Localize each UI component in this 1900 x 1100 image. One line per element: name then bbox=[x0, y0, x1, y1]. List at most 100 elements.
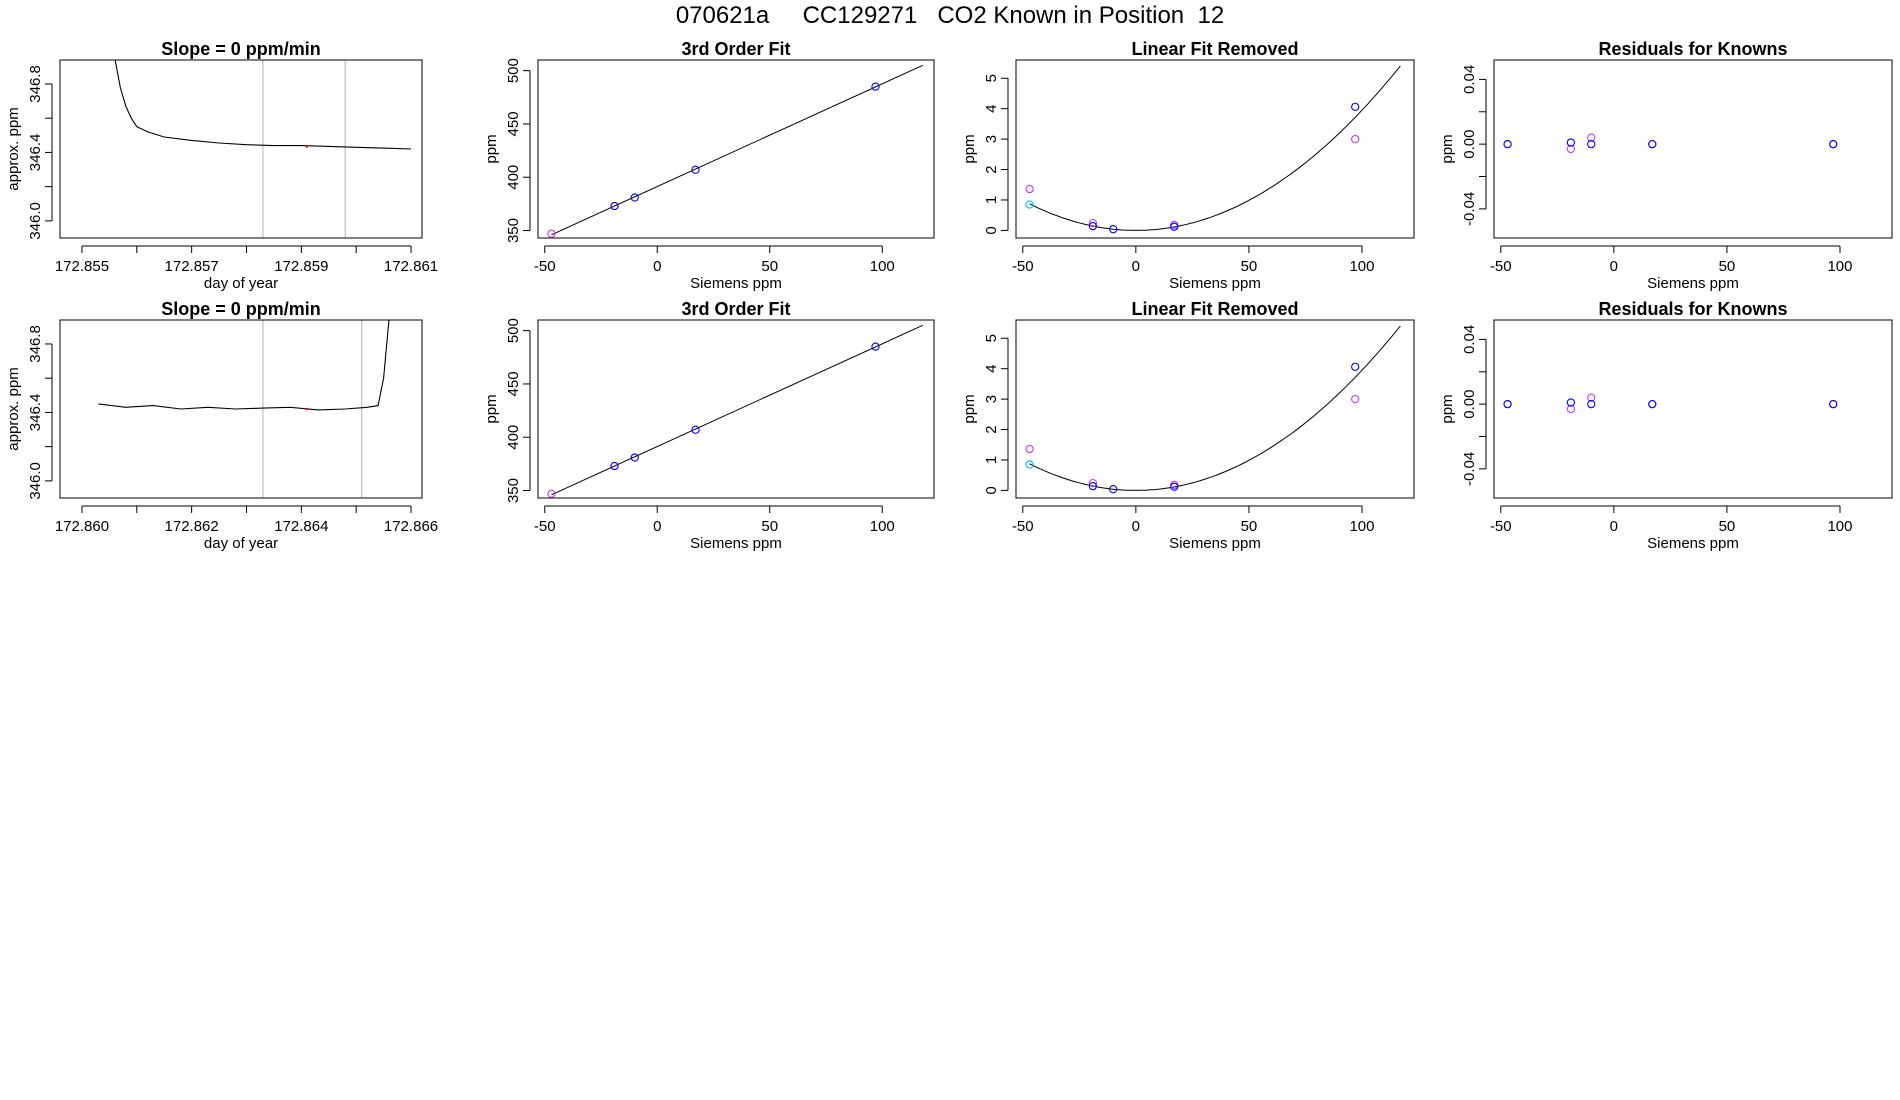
x-axis-label: Siemens ppm bbox=[690, 535, 782, 552]
data-point-blue bbox=[1503, 399, 1512, 409]
trace-line bbox=[98, 320, 390, 411]
data-point-purple bbox=[1025, 444, 1034, 454]
data-point-blue bbox=[691, 165, 700, 174]
panel-title: Slope = 0 ppm/min bbox=[161, 299, 321, 319]
plot-area bbox=[1025, 325, 1401, 494]
x-tick-label: 100 bbox=[1827, 518, 1852, 535]
y-tick-label: 346.4 bbox=[27, 134, 44, 172]
y-tick-label: 450 bbox=[505, 371, 522, 396]
panel-title: Linear Fit Removed bbox=[1131, 299, 1298, 319]
y-tick-label: 346.8 bbox=[27, 65, 44, 103]
data-point-purple bbox=[547, 229, 556, 238]
data-point-purple bbox=[1351, 394, 1360, 404]
data-point-blue bbox=[1503, 139, 1512, 149]
data-point-blue bbox=[630, 193, 639, 202]
plot-frame bbox=[1015, 319, 1415, 499]
y-tick-label: 5 bbox=[983, 334, 1000, 342]
y-axis-label: ppm bbox=[483, 134, 500, 163]
fit-line bbox=[551, 64, 923, 236]
x-tick-label: 0 bbox=[1610, 258, 1618, 275]
y-axis-label: approx. ppm bbox=[5, 107, 22, 190]
x-tick-label: 100 bbox=[1349, 518, 1374, 535]
y-tick-label: 350 bbox=[505, 218, 522, 243]
chart-panel-6: -50 0 50 100 350 400 450 500 3rd Order Fit Siemen… bbox=[483, 299, 935, 552]
y-tick-label: 350 bbox=[505, 478, 522, 503]
data-point-blue bbox=[610, 461, 619, 471]
data-point-blue bbox=[1587, 139, 1596, 149]
data-point-blue bbox=[1351, 362, 1360, 372]
x-axis-label: day of year bbox=[204, 275, 278, 292]
plot-area bbox=[547, 324, 923, 498]
y-tick-label: 346.4 bbox=[27, 394, 44, 432]
y-axis-label: approx. ppm bbox=[5, 367, 22, 450]
x-tick-label: 50 bbox=[761, 518, 778, 535]
x-tick-label: 172.866 bbox=[384, 518, 438, 535]
x-tick-label: 0 bbox=[1610, 518, 1618, 535]
y-tick-label: 3 bbox=[983, 395, 1000, 403]
plot-frame bbox=[537, 319, 935, 499]
x-tick-label: 50 bbox=[1241, 518, 1258, 535]
x-tick-label: 172.862 bbox=[165, 518, 219, 535]
y-tick-label: 0 bbox=[983, 226, 1000, 234]
plot-frame bbox=[1493, 59, 1893, 239]
x-tick-label: 172.859 bbox=[274, 258, 328, 275]
data-point-purple bbox=[1088, 478, 1098, 488]
data-point-purple bbox=[1587, 133, 1596, 142]
y-tick-label: 4 bbox=[983, 365, 1000, 373]
panel-title: Residuals for Knowns bbox=[1598, 39, 1787, 59]
plot-frame bbox=[1015, 59, 1415, 239]
fit-line bbox=[551, 324, 923, 496]
y-tick-label: 346.0 bbox=[27, 462, 44, 500]
chart-panel-3: -50 0 50 100 0 1 2 3 4 5 Linear Fit Removed Siemens… bbox=[961, 39, 1415, 292]
x-tick-label: -50 bbox=[1490, 258, 1512, 275]
plot-area bbox=[1503, 133, 1838, 154]
y-tick-label: 500 bbox=[505, 58, 522, 83]
x-tick-label: -50 bbox=[1012, 258, 1034, 275]
y-tick-label: 2 bbox=[983, 425, 1000, 433]
y-tick-label: 4 bbox=[983, 105, 1000, 113]
y-tick-label: 400 bbox=[505, 425, 522, 450]
plot-area bbox=[547, 64, 923, 238]
x-tick-label: 50 bbox=[761, 258, 778, 275]
data-point-purple bbox=[1088, 218, 1098, 228]
y-tick-label: 2 bbox=[983, 165, 1000, 173]
data-point-purple bbox=[1566, 144, 1576, 154]
data-point-blue bbox=[1587, 399, 1596, 409]
y-tick-label: 0.00 bbox=[1461, 130, 1478, 159]
plot-area bbox=[114, 60, 412, 150]
y-tick-label: 0.04 bbox=[1461, 325, 1478, 354]
y-tick-label: 0.00 bbox=[1461, 390, 1478, 419]
y-axis-label: ppm bbox=[483, 394, 500, 423]
fit-curve bbox=[1029, 65, 1401, 231]
data-point-blue bbox=[1829, 399, 1838, 409]
x-tick-label: 172.860 bbox=[55, 518, 109, 535]
x-axis-label: Siemens ppm bbox=[1169, 275, 1261, 292]
chart-panel-4: -50 0 50 100 -0.04 0.00 0.04 Residuals for Know… bbox=[1439, 39, 1893, 292]
x-axis-label: Siemens ppm bbox=[690, 275, 782, 292]
plot-area bbox=[1503, 393, 1838, 414]
y-axis-label: ppm bbox=[1439, 134, 1456, 163]
panel-title: 3rd Order Fit bbox=[681, 39, 790, 59]
data-point-blue bbox=[1170, 222, 1179, 231]
chart-panel-1: 172.855 172.857 172.859 172.861 346.0 346.4 34… bbox=[5, 39, 438, 292]
x-tick-label: 100 bbox=[870, 518, 895, 535]
panel-title: Residuals for Knowns bbox=[1598, 299, 1787, 319]
y-tick-label: 0 bbox=[983, 486, 1000, 494]
x-tick-label: 0 bbox=[1132, 258, 1140, 275]
x-tick-label: -50 bbox=[534, 258, 556, 275]
x-tick-label: 172.857 bbox=[165, 258, 219, 275]
x-tick-label: 172.861 bbox=[384, 258, 438, 275]
x-tick-label: -50 bbox=[1012, 518, 1034, 535]
x-axis-label: day of year bbox=[204, 535, 278, 552]
y-tick-label: 1 bbox=[983, 456, 1000, 464]
data-point-cyan bbox=[1025, 200, 1034, 209]
data-point-purple bbox=[1587, 393, 1596, 402]
data-point-blue bbox=[630, 453, 639, 462]
red-marker bbox=[305, 407, 309, 411]
panel-title: 3rd Order Fit bbox=[681, 299, 790, 319]
plot-area bbox=[98, 320, 390, 411]
x-tick-label: 172.855 bbox=[55, 258, 109, 275]
y-tick-label: 346.0 bbox=[27, 202, 44, 240]
trace-line bbox=[114, 60, 412, 150]
